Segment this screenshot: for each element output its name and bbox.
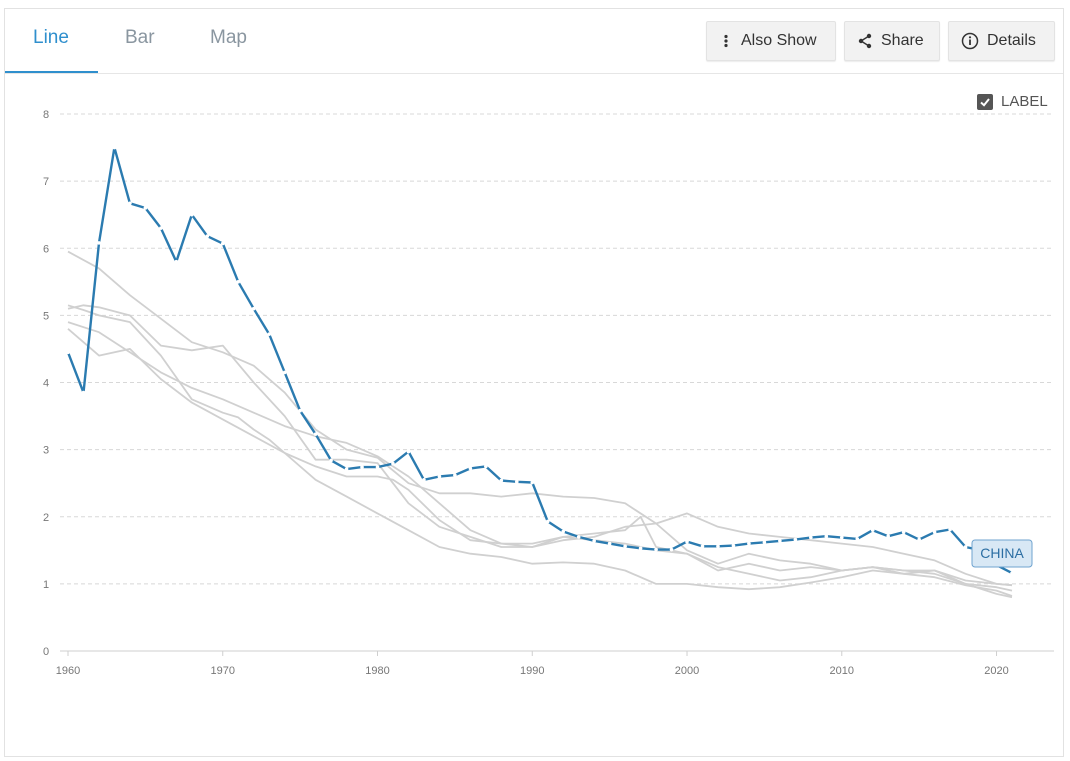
details-label: Details bbox=[987, 32, 1036, 49]
chart-panel: Line Bar Map Also Show Share Details bbox=[4, 8, 1064, 757]
check-icon bbox=[980, 97, 990, 107]
tab-line[interactable]: Line bbox=[33, 27, 69, 48]
label-checkbox[interactable] bbox=[977, 93, 993, 110]
info-icon bbox=[961, 32, 979, 50]
label-toggle[interactable]: LABEL bbox=[977, 93, 1048, 110]
also-show-button[interactable]: Also Show bbox=[706, 21, 836, 61]
active-tab-indicator bbox=[5, 71, 98, 73]
label-toggle-text: LABEL bbox=[1001, 93, 1048, 110]
share-icon bbox=[858, 33, 872, 49]
tab-bar-chart[interactable]: Bar bbox=[125, 27, 155, 48]
share-label: Share bbox=[881, 32, 924, 49]
share-button[interactable]: Share bbox=[844, 21, 940, 61]
tab-bar: Line Bar Map Also Show Share Details bbox=[5, 9, 1063, 74]
vertical-dots-icon bbox=[724, 34, 728, 48]
also-show-label: Also Show bbox=[741, 32, 817, 49]
tab-map[interactable]: Map bbox=[210, 27, 247, 48]
details-button[interactable]: Details bbox=[948, 21, 1055, 61]
